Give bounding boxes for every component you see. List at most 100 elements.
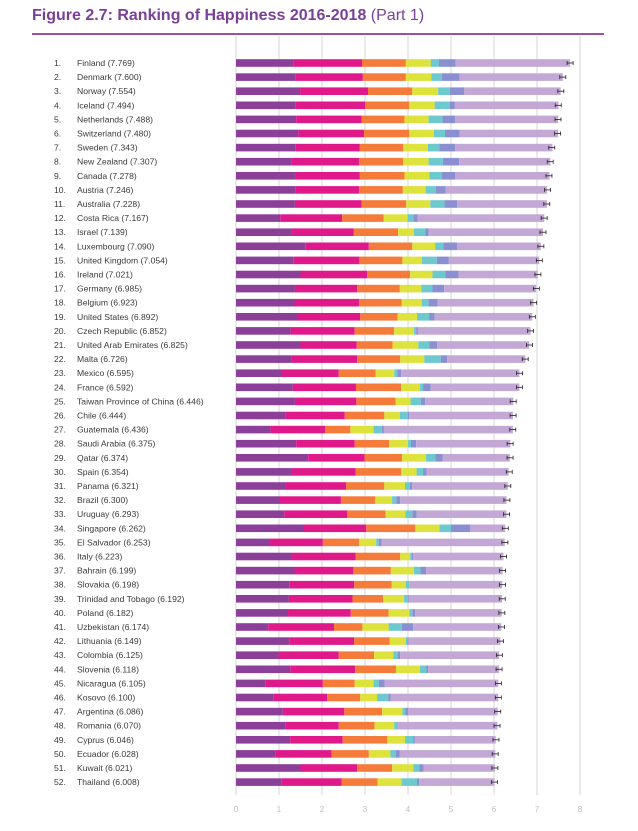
bar-segment [428, 298, 438, 307]
bar-segment [294, 200, 362, 208]
country-label: Panama (6.321) [77, 481, 139, 491]
bar-segment [322, 679, 355, 688]
bar-segment [413, 552, 504, 561]
country-label: Romania (6.070) [77, 721, 141, 731]
bar-segment [373, 679, 379, 688]
bar-segment [282, 707, 345, 716]
bar-segment [338, 651, 375, 659]
bar-segment [416, 327, 418, 335]
bar-segment [402, 256, 422, 265]
bar-segment [455, 115, 559, 124]
bar-segment [428, 115, 443, 124]
country-label: Saudi Arabia (6.375) [77, 439, 155, 449]
bar-segment [236, 665, 291, 674]
bar-segment [236, 454, 309, 462]
bar-segment [405, 59, 431, 67]
bar-segment [405, 637, 408, 645]
bar-segment [457, 200, 547, 208]
bar-segment [430, 383, 520, 392]
bar-segment [291, 552, 356, 561]
bar-segment [350, 609, 389, 617]
bar-segment [270, 425, 326, 434]
rank-number: 20. [54, 326, 66, 336]
bar-segment [300, 764, 358, 772]
bar-segment [444, 200, 458, 208]
rank-number: 52. [54, 777, 66, 787]
bar-segment [294, 172, 360, 180]
bar-segment [347, 510, 386, 518]
bar-segment [296, 439, 355, 448]
bar-segment [366, 524, 416, 533]
country-label: Canada (7.278) [77, 171, 137, 181]
bar-segment [405, 510, 413, 518]
bar-segment [402, 186, 426, 194]
bar-segment [361, 59, 406, 67]
bar-segment [236, 313, 298, 321]
bar-segment [400, 651, 500, 659]
bar-segment [430, 59, 439, 67]
bar-segment [395, 750, 400, 758]
rank-number: 24. [54, 382, 66, 392]
bar-segment [399, 750, 496, 758]
bar-segment [395, 397, 411, 406]
bar-segment [436, 256, 449, 265]
bar-segment [356, 341, 393, 349]
bar-segment [374, 721, 395, 730]
bar-segment [430, 200, 445, 208]
bar-segment [382, 707, 403, 716]
bar-segment [308, 454, 365, 462]
bar-segment [416, 468, 424, 476]
bar-segment [411, 439, 417, 448]
bar-segment [300, 87, 369, 95]
bar-segment [295, 101, 365, 110]
bar-segment [236, 468, 292, 476]
rank-number: 51. [54, 763, 66, 773]
bar-segment [442, 157, 460, 166]
bar-segment [428, 228, 544, 236]
bar-segment [236, 524, 304, 533]
rank-number: 5. [54, 114, 61, 124]
bar-segment [396, 496, 401, 504]
bar-segment [390, 566, 415, 575]
country-label: Cyprus (6.046) [77, 735, 134, 745]
bar-segment [405, 707, 408, 716]
rank-number: 11. [54, 199, 65, 209]
bar-segment [290, 327, 355, 335]
bar-segment [281, 778, 342, 786]
bar-segment [236, 496, 279, 504]
country-label: New Zealand (7.307) [77, 157, 157, 167]
bar-segment [447, 355, 526, 363]
rank-number: 33. [54, 509, 66, 519]
bar-segment [236, 609, 289, 617]
bar-segment [431, 73, 442, 81]
bar-segment [400, 496, 507, 504]
bar-segment [297, 313, 361, 321]
bar-segment [428, 157, 443, 166]
bar-segment [236, 284, 295, 293]
bar-segment [418, 341, 430, 349]
bar-segment [459, 129, 559, 138]
bar-segment [353, 228, 399, 236]
rank-number: 13. [54, 227, 66, 237]
country-label: Austria (7.246) [77, 185, 134, 195]
bar-segment [408, 439, 412, 448]
bar-segment [377, 693, 389, 702]
bar-segment [399, 411, 408, 420]
country-label: Netherlands (7.488) [77, 114, 153, 124]
rank-number: 3. [54, 86, 61, 96]
bar-segment [435, 454, 443, 462]
bar-segment [269, 538, 323, 547]
bar-segment [361, 200, 407, 208]
country-label: Germany (6.985) [77, 284, 142, 294]
bar-segment [432, 284, 445, 293]
bar-segment [409, 482, 413, 490]
bar-segment [279, 496, 341, 504]
rank-number: 29. [54, 453, 66, 463]
rank-number: 9. [54, 171, 61, 181]
bar-segment [398, 228, 415, 236]
bar-segment [416, 439, 511, 448]
bar-segment [322, 538, 359, 547]
bar-segment [338, 721, 375, 730]
bar-segment [441, 73, 460, 81]
